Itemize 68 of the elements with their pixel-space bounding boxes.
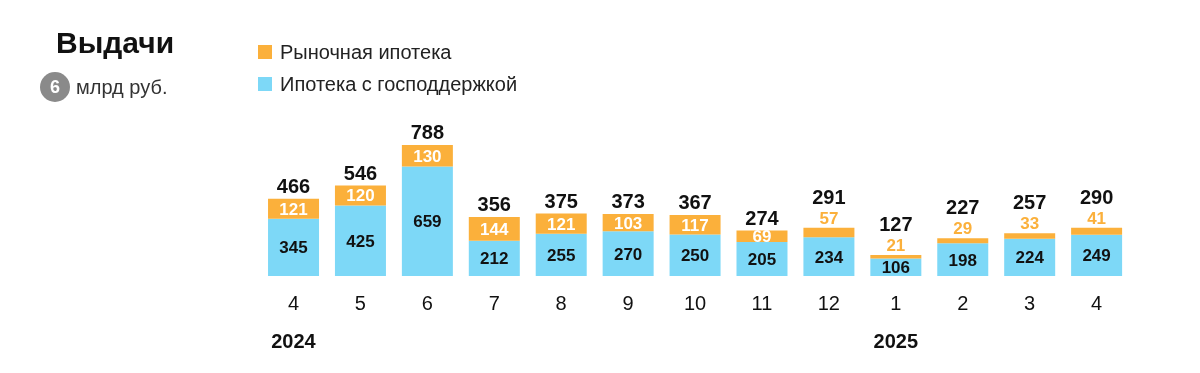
data-label: 212 bbox=[480, 249, 509, 269]
data-label: 270 bbox=[613, 244, 643, 264]
total-label: 290 bbox=[1079, 185, 1114, 208]
total-label: 466 bbox=[276, 174, 311, 197]
total-label: 375 bbox=[544, 189, 578, 212]
data-label: 103 bbox=[613, 213, 643, 233]
data-label: 21 bbox=[886, 235, 906, 255]
bar bbox=[1071, 227, 1123, 235]
data-label: 205 bbox=[747, 249, 777, 269]
x-tick-label: 5 bbox=[354, 292, 366, 314]
legend-label: Рыночная ипотека bbox=[280, 40, 452, 64]
legend-label: Ипотека с господдержкой bbox=[280, 72, 518, 96]
total-label: 546 bbox=[343, 161, 378, 184]
data-label: 224 bbox=[1015, 248, 1045, 268]
bar bbox=[268, 218, 320, 276]
data-label: 425 bbox=[346, 231, 375, 251]
bar bbox=[602, 231, 654, 276]
data-label: 130 bbox=[413, 146, 442, 166]
data-label: 41 bbox=[1087, 208, 1107, 228]
total-label: 127 bbox=[879, 212, 913, 235]
data-label: 234 bbox=[814, 247, 844, 267]
x-tick-label: 1 bbox=[890, 292, 902, 314]
x-tick-label: 10 bbox=[683, 292, 707, 314]
text: 6 bbox=[40, 72, 70, 102]
data-label: 69 bbox=[752, 227, 772, 247]
total-label: 274 bbox=[745, 206, 780, 229]
bar bbox=[803, 227, 855, 238]
bar bbox=[334, 205, 386, 276]
total-label: 257 bbox=[1013, 191, 1047, 214]
bar bbox=[669, 234, 721, 276]
text: 2025 bbox=[873, 330, 919, 352]
x-tick-label: 11 bbox=[751, 292, 773, 314]
data-label: 249 bbox=[1082, 246, 1111, 266]
total-label: 291 bbox=[812, 185, 846, 208]
bar bbox=[937, 238, 989, 244]
total-label: 373 bbox=[611, 190, 645, 213]
data-label: 144 bbox=[480, 219, 510, 239]
chart-title: Выдачи bbox=[56, 26, 175, 60]
data-label: 255 bbox=[547, 245, 576, 265]
x-tick-label: 3 bbox=[1024, 292, 1036, 314]
data-label: 659 bbox=[413, 212, 442, 232]
total-label: 367 bbox=[678, 191, 712, 214]
bar bbox=[1004, 233, 1056, 239]
total-label: 227 bbox=[946, 196, 980, 219]
x-tick-label: 9 bbox=[622, 292, 634, 314]
x-tick-label: 2 bbox=[957, 292, 969, 314]
data-label: 198 bbox=[948, 250, 977, 270]
text: 2024 bbox=[271, 330, 317, 352]
data-label: 121 bbox=[547, 214, 576, 234]
x-tick-label: 6 bbox=[421, 292, 433, 314]
data-label: 121 bbox=[279, 199, 308, 219]
data-label: 33 bbox=[1020, 214, 1040, 234]
bar bbox=[401, 166, 453, 276]
data-label: 57 bbox=[819, 208, 839, 228]
x-tick-label: 7 bbox=[488, 292, 500, 314]
total-label: 788 bbox=[410, 121, 445, 143]
data-label: 345 bbox=[279, 238, 308, 258]
x-tick-label: 4 bbox=[287, 292, 300, 314]
data-label: 106 bbox=[881, 258, 911, 278]
x-tick-label: 8 bbox=[555, 292, 567, 314]
data-label: 120 bbox=[346, 186, 375, 206]
x-tick-label: 4 bbox=[1090, 292, 1103, 314]
data-label: 250 bbox=[680, 246, 710, 266]
total-label: 356 bbox=[477, 192, 511, 215]
chart-subtitle: млрд руб. bbox=[76, 75, 168, 99]
data-label: 29 bbox=[953, 219, 973, 239]
x-tick-label: 12 bbox=[817, 292, 840, 314]
data-label: 117 bbox=[681, 215, 709, 235]
